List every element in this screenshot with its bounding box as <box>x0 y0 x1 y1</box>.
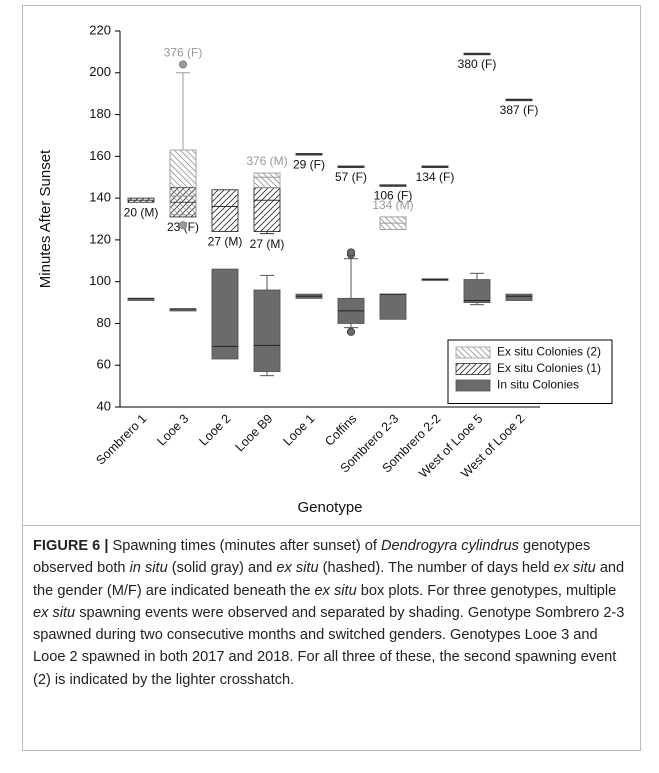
caption-run: (solid gray) and <box>167 560 277 577</box>
box <box>169 149 197 216</box>
x-tick-label: Looe 2 <box>197 412 234 449</box>
box <box>505 293 533 301</box>
x-tick-label: Sombrero 1 <box>93 412 149 468</box>
caption-run: spawning events were observed and separa… <box>33 604 625 688</box>
outlier <box>346 248 356 257</box>
caption-run: ex situ <box>33 604 76 621</box>
caption-run: (hashed). The number of days held <box>318 560 554 577</box>
caption-run: ex situ <box>314 582 357 599</box>
caption-run: FIGURE 6 | <box>33 538 109 554</box>
outlier <box>346 327 356 336</box>
y-tick-label: 120 <box>89 231 111 246</box>
y-tick-label: 80 <box>97 315 111 330</box>
box-label: 376 (M) <box>246 154 287 168</box>
box-label: 387 (F) <box>500 103 539 117</box>
box <box>211 268 239 360</box>
legend-swatch <box>455 346 491 359</box>
caption-run: ex situ <box>553 560 596 577</box>
legend-swatch <box>455 379 491 392</box>
y-axis-label: Minutes After Sunset <box>37 149 54 288</box>
y-tick-label: 220 <box>89 22 111 37</box>
y-tick-label: 40 <box>97 398 111 413</box>
caption-run: Spawning times (minutes after sunset) of <box>108 538 381 554</box>
box-label: 376 (F) <box>164 46 203 60</box>
legend-label: Ex situ Colonies (1) <box>497 361 601 375</box>
legend-swatch <box>455 363 491 375</box>
box-label: 27 (M) <box>250 237 285 251</box>
legend-label: Ex situ Colonies (2) <box>497 345 601 359</box>
box-label: 27 (M) <box>208 235 243 249</box>
outlier <box>178 60 188 69</box>
caption-run: Dendrogyra cylindrus <box>381 538 519 554</box>
box <box>253 289 281 372</box>
caption-run: box plots. For three genotypes, multiple <box>356 582 617 599</box>
box-label: 134 (F) <box>416 170 455 184</box>
box-label: 106 (F) <box>374 189 413 203</box>
y-tick-label: 60 <box>97 357 111 372</box>
y-tick-label: 140 <box>89 190 111 205</box>
x-tick-label: Looe 1 <box>281 412 318 449</box>
box-label: 20 (M) <box>124 205 159 219</box>
y-tick-label: 180 <box>89 106 111 121</box>
caption-run: and the gender (M/F) are indicated benea… <box>33 560 625 599</box>
box <box>253 187 281 232</box>
legend-label: In situ Colonies <box>497 378 579 392</box>
figure-frame <box>22 5 641 751</box>
box <box>253 172 281 189</box>
outlier <box>178 221 188 230</box>
y-tick-label: 160 <box>89 148 111 163</box>
box <box>463 279 491 304</box>
box <box>379 293 407 320</box>
x-axis-label: Genotype <box>297 499 362 516</box>
caption-run: genotypes observed both <box>33 538 591 577</box>
y-tick-label: 100 <box>89 273 111 288</box>
box-label: 380 (F) <box>458 57 497 71</box>
caption: FIGURE 6 | Spawning times (minutes after… <box>33 535 631 691</box>
caption-run: in situ <box>129 560 168 577</box>
box-label: 29 (F) <box>293 157 325 171</box>
box-label: 57 (F) <box>335 170 367 184</box>
box <box>211 189 239 232</box>
x-tick-label: Looe 3 <box>155 412 192 449</box>
box-label: 134 (M) <box>372 198 413 212</box>
caption-run: ex situ <box>276 560 319 577</box>
y-tick-label: 200 <box>89 64 111 79</box>
x-tick-label: Looe B9 <box>233 412 276 455</box>
x-tick-label: Coffins <box>322 412 359 449</box>
